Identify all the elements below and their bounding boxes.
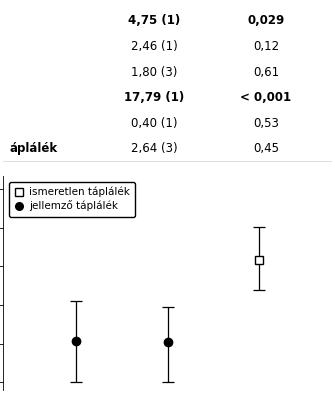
Text: 0,40 (1): 0,40 (1): [131, 117, 178, 130]
Legend: ismeretlen táplálék, jellemző táplálék: ismeretlen táplálék, jellemző táplálék: [9, 181, 135, 217]
Text: 0,53: 0,53: [253, 117, 279, 130]
Text: < 0,001: < 0,001: [241, 91, 291, 104]
Text: 0,61: 0,61: [253, 66, 279, 78]
Text: 17,79 (1): 17,79 (1): [124, 91, 185, 104]
Text: áplálék: áplálék: [10, 142, 58, 156]
Text: 4,75 (1): 4,75 (1): [128, 14, 181, 27]
Text: 2,64 (3): 2,64 (3): [131, 142, 178, 156]
Text: 0,029: 0,029: [247, 14, 285, 27]
Text: 0,12: 0,12: [253, 40, 279, 53]
Text: 0,45: 0,45: [253, 142, 279, 156]
Text: 2,46 (1): 2,46 (1): [131, 40, 178, 53]
Text: 1,80 (3): 1,80 (3): [131, 66, 178, 78]
